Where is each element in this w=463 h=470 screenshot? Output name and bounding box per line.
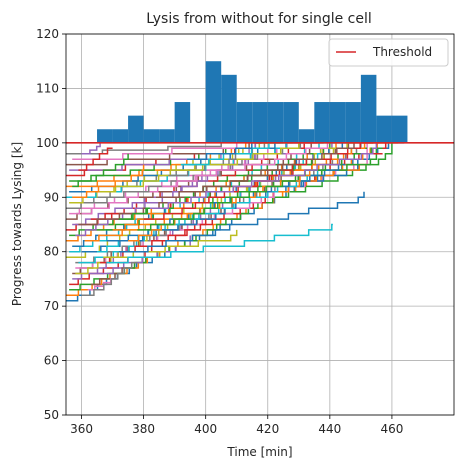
legend-label-threshold: Threshold bbox=[372, 45, 432, 59]
trajectory-line bbox=[81, 142, 101, 155]
histogram-bar bbox=[267, 102, 284, 143]
y-tick-label: 120 bbox=[36, 27, 59, 41]
x-tick-label: 400 bbox=[194, 422, 217, 436]
histogram-bar bbox=[314, 102, 330, 143]
trajectory-line bbox=[162, 142, 330, 188]
y-axis-ticks: 50 60 70 80 90 100 110 120 bbox=[36, 27, 66, 422]
histogram-bar bbox=[143, 129, 160, 143]
trajectory-line bbox=[72, 164, 145, 199]
histogram-bar bbox=[128, 115, 144, 143]
histogram-bar bbox=[112, 129, 129, 143]
x-tick-label: 360 bbox=[70, 422, 93, 436]
x-tick-label: 380 bbox=[132, 422, 155, 436]
trajectory-line bbox=[81, 261, 138, 297]
y-tick-label: 90 bbox=[44, 190, 59, 204]
trajectories bbox=[66, 142, 405, 302]
trajectory-line bbox=[72, 153, 129, 188]
trajectory-line bbox=[103, 229, 238, 258]
trajectory-line bbox=[66, 142, 355, 258]
histogram-bar bbox=[360, 74, 377, 143]
trajectory-line bbox=[78, 147, 113, 171]
trajectory-line bbox=[118, 191, 365, 253]
trajectory-line bbox=[69, 142, 281, 193]
histogram bbox=[97, 61, 408, 143]
trajectory-line bbox=[180, 142, 284, 166]
histogram-bar bbox=[159, 129, 175, 143]
legend-box bbox=[328, 38, 449, 67]
y-tick-label: 110 bbox=[36, 81, 59, 95]
trajectory-line bbox=[69, 142, 293, 204]
y-axis-label: Progress towards Lysing [k] bbox=[10, 142, 24, 306]
chart-title: Lysis from without for single cell bbox=[146, 11, 372, 27]
x-axis-label: Time [min] bbox=[226, 445, 292, 459]
histogram-bar bbox=[345, 102, 361, 143]
plot-area bbox=[65, 33, 455, 416]
x-tick-label: 420 bbox=[256, 422, 279, 436]
x-tick-label: 440 bbox=[318, 422, 341, 436]
x-tick-label: 460 bbox=[380, 422, 403, 436]
plot-frame bbox=[65, 33, 455, 416]
trajectory-line bbox=[106, 223, 333, 264]
histogram-bar bbox=[329, 102, 346, 143]
trajectory-line bbox=[90, 267, 129, 286]
y-tick-label: 80 bbox=[44, 245, 59, 259]
trajectory-line bbox=[75, 142, 368, 269]
trajectory-line bbox=[156, 142, 355, 199]
trajectory-line bbox=[137, 147, 383, 231]
y-tick-label: 50 bbox=[44, 408, 59, 422]
trajectory-line bbox=[187, 142, 262, 160]
histogram-bar bbox=[376, 115, 392, 143]
histogram-bar bbox=[205, 61, 222, 143]
histogram-bar bbox=[298, 129, 315, 143]
legend: Threshold bbox=[328, 38, 449, 67]
x-axis-ticks: 360 380 400 420 440 460 bbox=[70, 415, 403, 436]
histogram-bar bbox=[221, 74, 237, 143]
histogram-bar bbox=[252, 102, 268, 143]
histogram-bar bbox=[283, 102, 299, 143]
trajectory-line bbox=[87, 148, 244, 193]
trajectory-line bbox=[174, 142, 300, 171]
histogram-bar bbox=[97, 129, 113, 143]
histogram-bar bbox=[174, 102, 191, 143]
y-tick-label: 60 bbox=[44, 354, 59, 368]
y-tick-label: 100 bbox=[36, 136, 59, 150]
histogram-bar bbox=[391, 115, 408, 143]
y-tick-label: 70 bbox=[44, 299, 59, 313]
histogram-bar bbox=[236, 102, 253, 143]
trajectory-line bbox=[149, 142, 378, 209]
